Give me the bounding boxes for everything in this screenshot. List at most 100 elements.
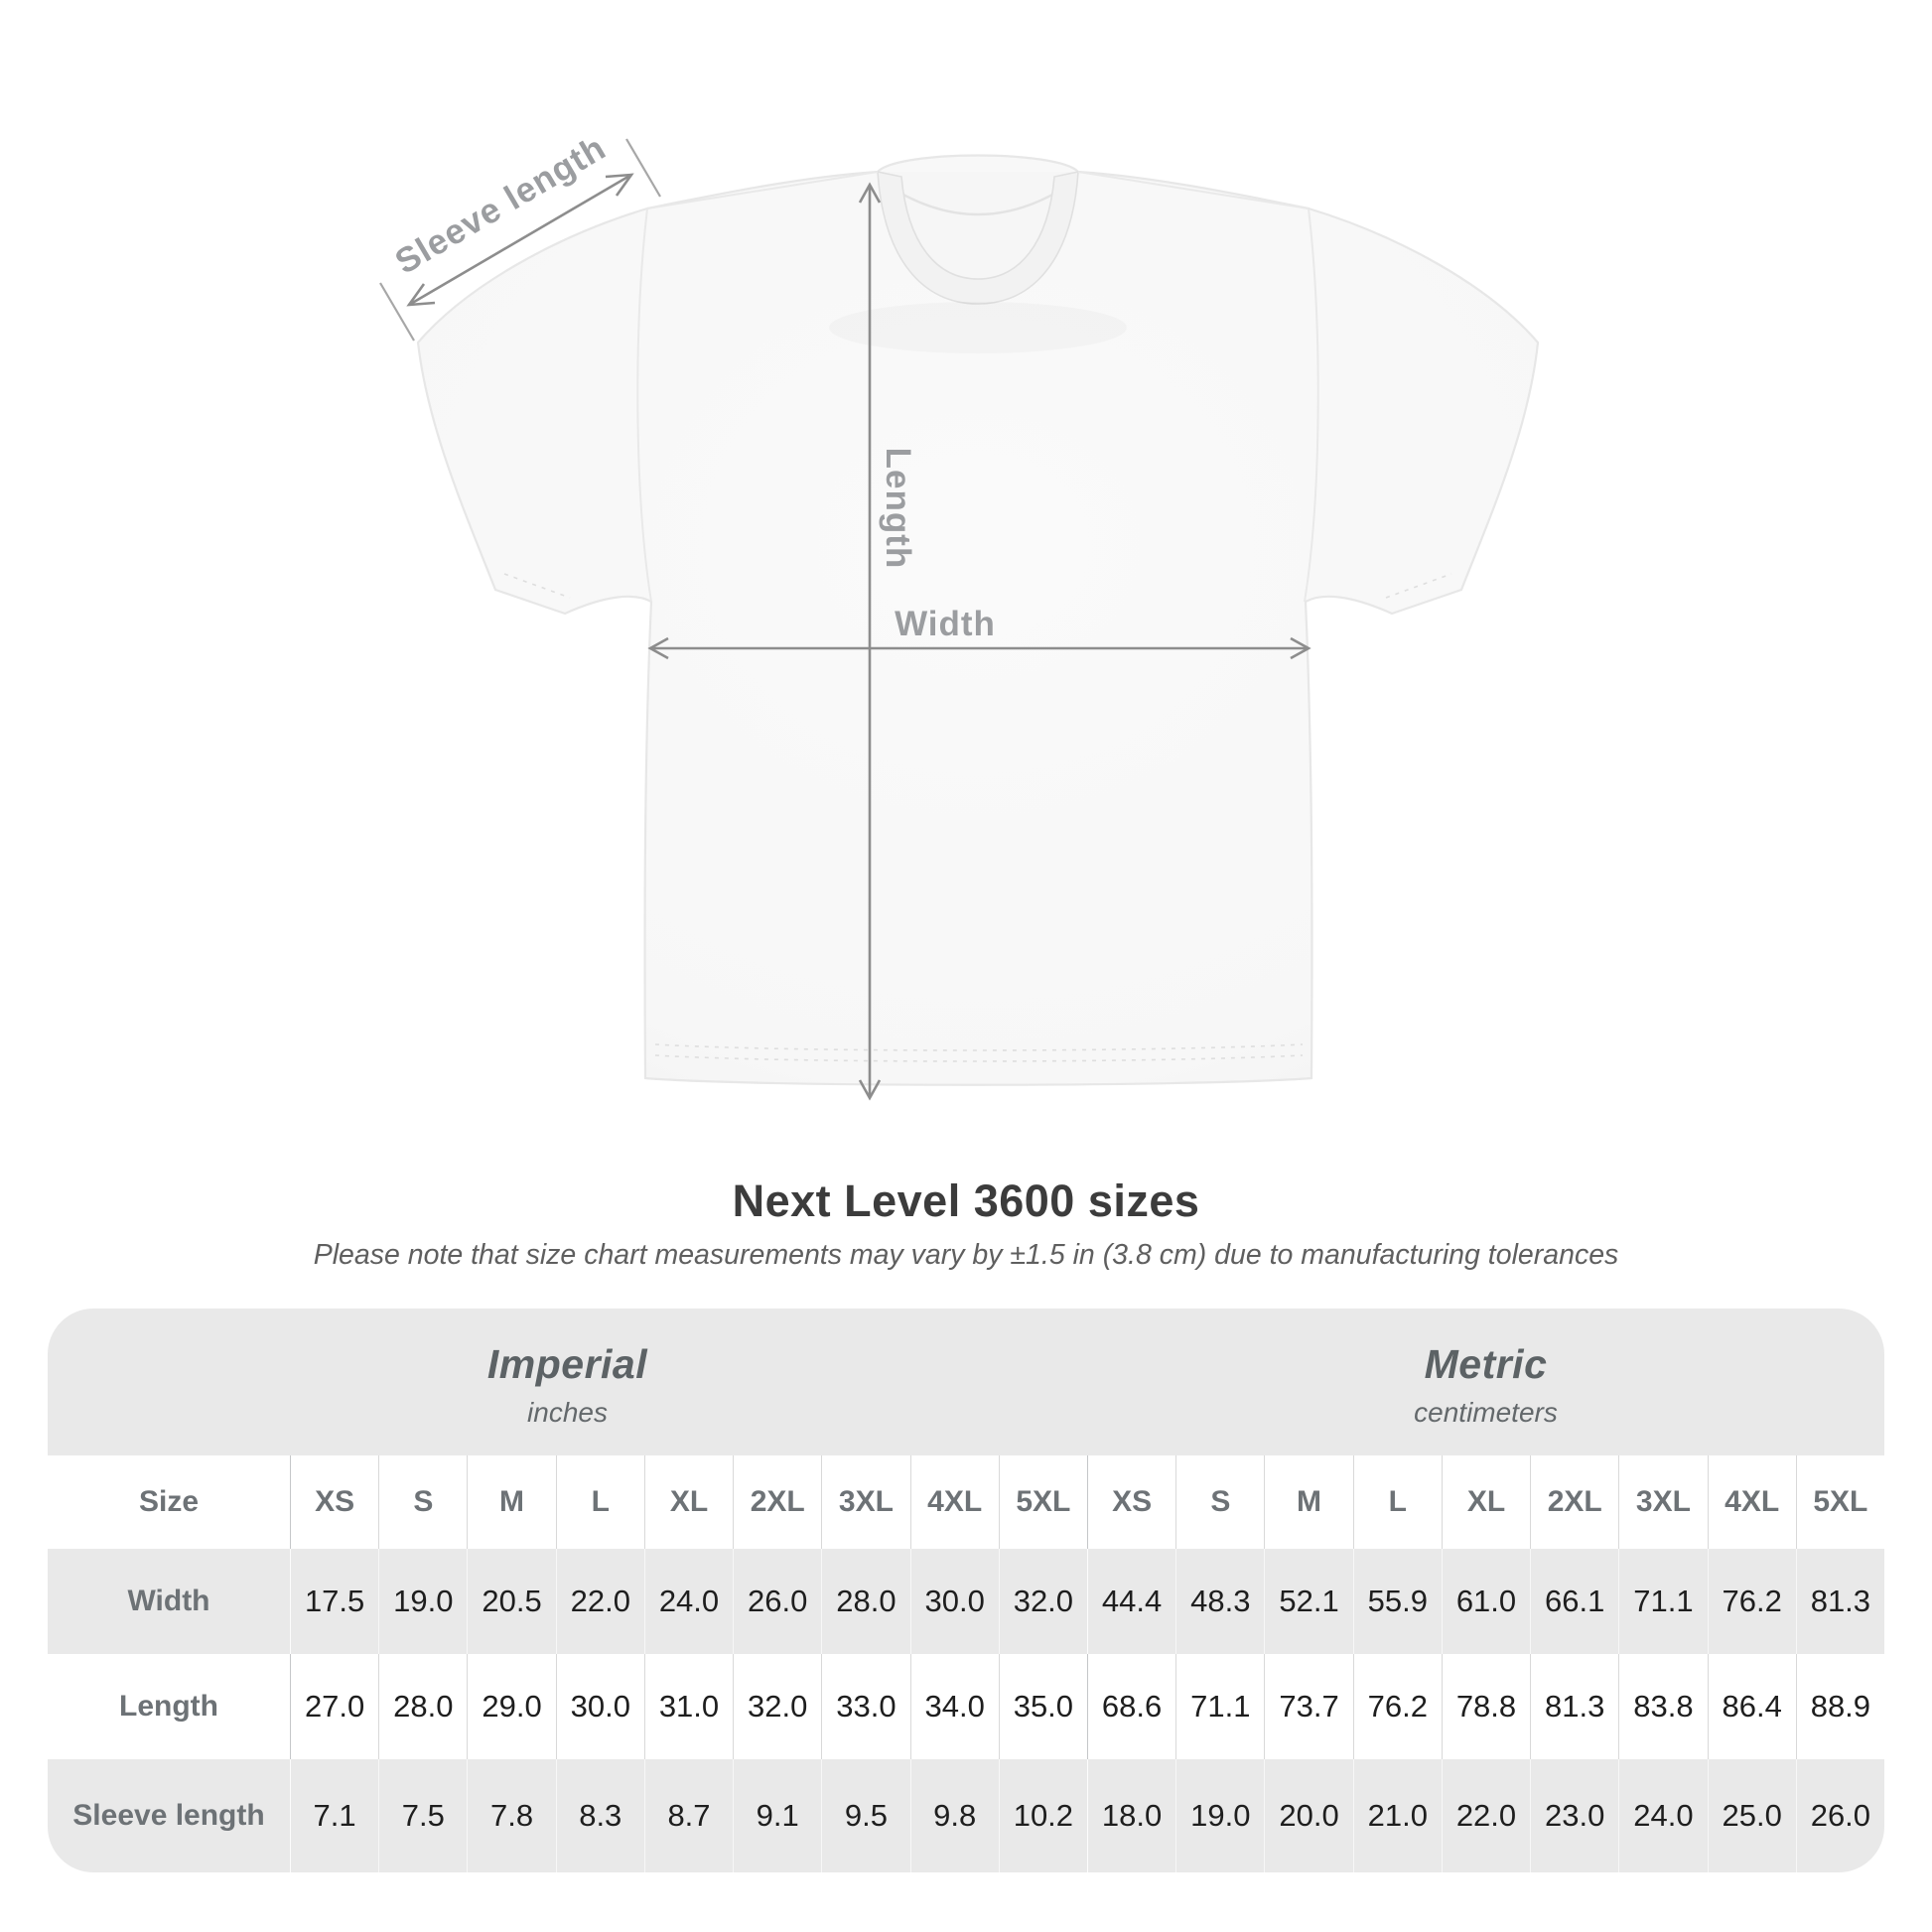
- value-cell: 28.0: [821, 1549, 910, 1654]
- armhole-seam-right: [1304, 207, 1319, 603]
- value-cell: 7.5: [378, 1759, 468, 1872]
- value-cell: 23.0: [1530, 1759, 1619, 1872]
- page-title: Next Level 3600 sizes: [732, 1175, 1200, 1226]
- size-header-cell: 3XL: [1618, 1455, 1707, 1549]
- value-cell: 24.0: [643, 1549, 734, 1654]
- value-cell: 25.0: [1707, 1759, 1796, 1872]
- size-header-cell: 2XL: [1530, 1455, 1618, 1549]
- value-cell: 19.0: [1175, 1759, 1265, 1872]
- hem-stitch-1: [654, 1043, 1304, 1051]
- size-header-cell: XS: [290, 1455, 378, 1549]
- value-cell: 8.3: [555, 1759, 644, 1872]
- size-header-cell: XL: [1441, 1455, 1530, 1549]
- value-cell: 86.4: [1707, 1654, 1796, 1759]
- cuff-stitch-left: [503, 573, 571, 599]
- value-cell: 31.0: [643, 1654, 733, 1759]
- size-header-cell: S: [378, 1455, 467, 1549]
- value-cell: 9.1: [733, 1759, 822, 1872]
- size-header-cell: M: [467, 1455, 555, 1549]
- value-cell: 10.2: [998, 1759, 1087, 1872]
- imperial-title: Imperial: [486, 1341, 648, 1387]
- value-cell: 61.0: [1441, 1549, 1531, 1654]
- value-cell: 28.0: [378, 1654, 467, 1759]
- shoulder-seam-right: [1077, 171, 1310, 209]
- value-cell: 29.0: [467, 1654, 555, 1759]
- width-arrow: [647, 636, 1311, 660]
- size-chart-panel: Imperial inches Metric centimeters Size X…: [48, 1309, 1884, 1872]
- value-cell: 18.0: [1086, 1759, 1176, 1872]
- value-cell: 55.9: [1352, 1549, 1442, 1654]
- value-cell: 88.9: [1795, 1654, 1884, 1759]
- value-cell: 83.8: [1618, 1654, 1707, 1759]
- size-header-cell: 5XL: [998, 1455, 1087, 1549]
- imperial-unit: inches: [527, 1397, 608, 1428]
- sleeve-length-arrow: [379, 138, 661, 342]
- row-label-cell: Length: [119, 1690, 218, 1723]
- value-cell: 8.7: [643, 1759, 734, 1872]
- value-cell: 7.8: [467, 1759, 556, 1872]
- value-cell: 26.0: [733, 1549, 822, 1654]
- unit-group-imperial: Imperial inches: [48, 1309, 1087, 1455]
- value-cell: 71.1: [1175, 1654, 1264, 1759]
- unit-header-band: Imperial inches Metric centimeters: [48, 1309, 1884, 1455]
- hem-stitch-2: [654, 1054, 1304, 1062]
- length-label: Length: [879, 448, 917, 570]
- value-cell: 22.0: [555, 1549, 644, 1654]
- row-label-cell: Width: [48, 1549, 290, 1654]
- value-cell: 24.0: [1618, 1759, 1708, 1872]
- size-header-cell: XS: [1086, 1455, 1175, 1549]
- value-cell: 48.3: [1175, 1549, 1265, 1654]
- corner-label-cell: Size: [138, 1485, 200, 1518]
- row-label-cell: Sleeve length: [48, 1759, 290, 1872]
- value-cell: 44.4: [1086, 1549, 1176, 1654]
- page-subtitle: Please note that size chart measurements…: [313, 1239, 1619, 1271]
- size-header-cell: 4XL: [909, 1455, 999, 1549]
- width-label: Width: [895, 605, 996, 643]
- metric-title: Metric: [1424, 1341, 1548, 1387]
- size-header-cell: 3XL: [821, 1455, 909, 1549]
- value-cell: 7.1: [290, 1759, 379, 1872]
- shoulder-seam-left: [646, 171, 879, 209]
- size-header-cell: M: [1264, 1455, 1352, 1549]
- size-header-cell: 2XL: [733, 1455, 821, 1549]
- value-cell: 34.0: [909, 1654, 999, 1759]
- value-cell: 52.1: [1264, 1549, 1353, 1654]
- value-cell: 21.0: [1352, 1759, 1442, 1872]
- value-cell: 32.0: [998, 1549, 1087, 1654]
- value-cell: 9.5: [821, 1759, 910, 1872]
- value-cell: 81.3: [1795, 1549, 1884, 1654]
- size-header-cell: 5XL: [1795, 1455, 1884, 1549]
- value-cell: 17.5: [290, 1549, 379, 1654]
- size-header-cell: L: [1352, 1455, 1442, 1549]
- value-cell: 81.3: [1530, 1654, 1618, 1759]
- value-cell: 9.8: [909, 1759, 999, 1872]
- unit-group-metric: Metric centimeters: [1087, 1309, 1884, 1455]
- value-cell: 35.0: [998, 1654, 1087, 1759]
- cuff-stitch-right: [1385, 573, 1452, 599]
- metric-unit: centimeters: [1414, 1397, 1558, 1428]
- value-cell: 22.0: [1441, 1759, 1531, 1872]
- value-cell: 20.0: [1264, 1759, 1353, 1872]
- value-cell: 19.0: [378, 1549, 468, 1654]
- size-header-cell: 4XL: [1707, 1455, 1796, 1549]
- value-cell: 32.0: [733, 1654, 821, 1759]
- collar-shadow: [829, 302, 1127, 353]
- armhole-seam-left: [636, 207, 652, 603]
- value-cell: 33.0: [821, 1654, 909, 1759]
- value-cell: 76.2: [1352, 1654, 1442, 1759]
- value-cell: 68.6: [1086, 1654, 1175, 1759]
- value-cell: 27.0: [290, 1654, 378, 1759]
- value-cell: 76.2: [1707, 1549, 1796, 1654]
- value-cell: 78.8: [1441, 1654, 1530, 1759]
- tshirt-measurement-diagram: Sleeve length Length Width: [379, 128, 1540, 1101]
- value-cell: 73.7: [1264, 1654, 1352, 1759]
- size-header-cell: L: [555, 1455, 644, 1549]
- value-cell: 26.0: [1795, 1759, 1884, 1872]
- tshirt-shape: [416, 154, 1540, 1086]
- back-collar-seam: [883, 182, 1073, 216]
- size-table-grid: Size XS S M L XL 2XL 3XL 4XL 5XL XS S M L XL 2XL 3XL 4XL 5…: [48, 1455, 1884, 1872]
- size-header-cell: XL: [643, 1455, 733, 1549]
- value-cell: 71.1: [1618, 1549, 1708, 1654]
- value-cell: 30.0: [555, 1654, 644, 1759]
